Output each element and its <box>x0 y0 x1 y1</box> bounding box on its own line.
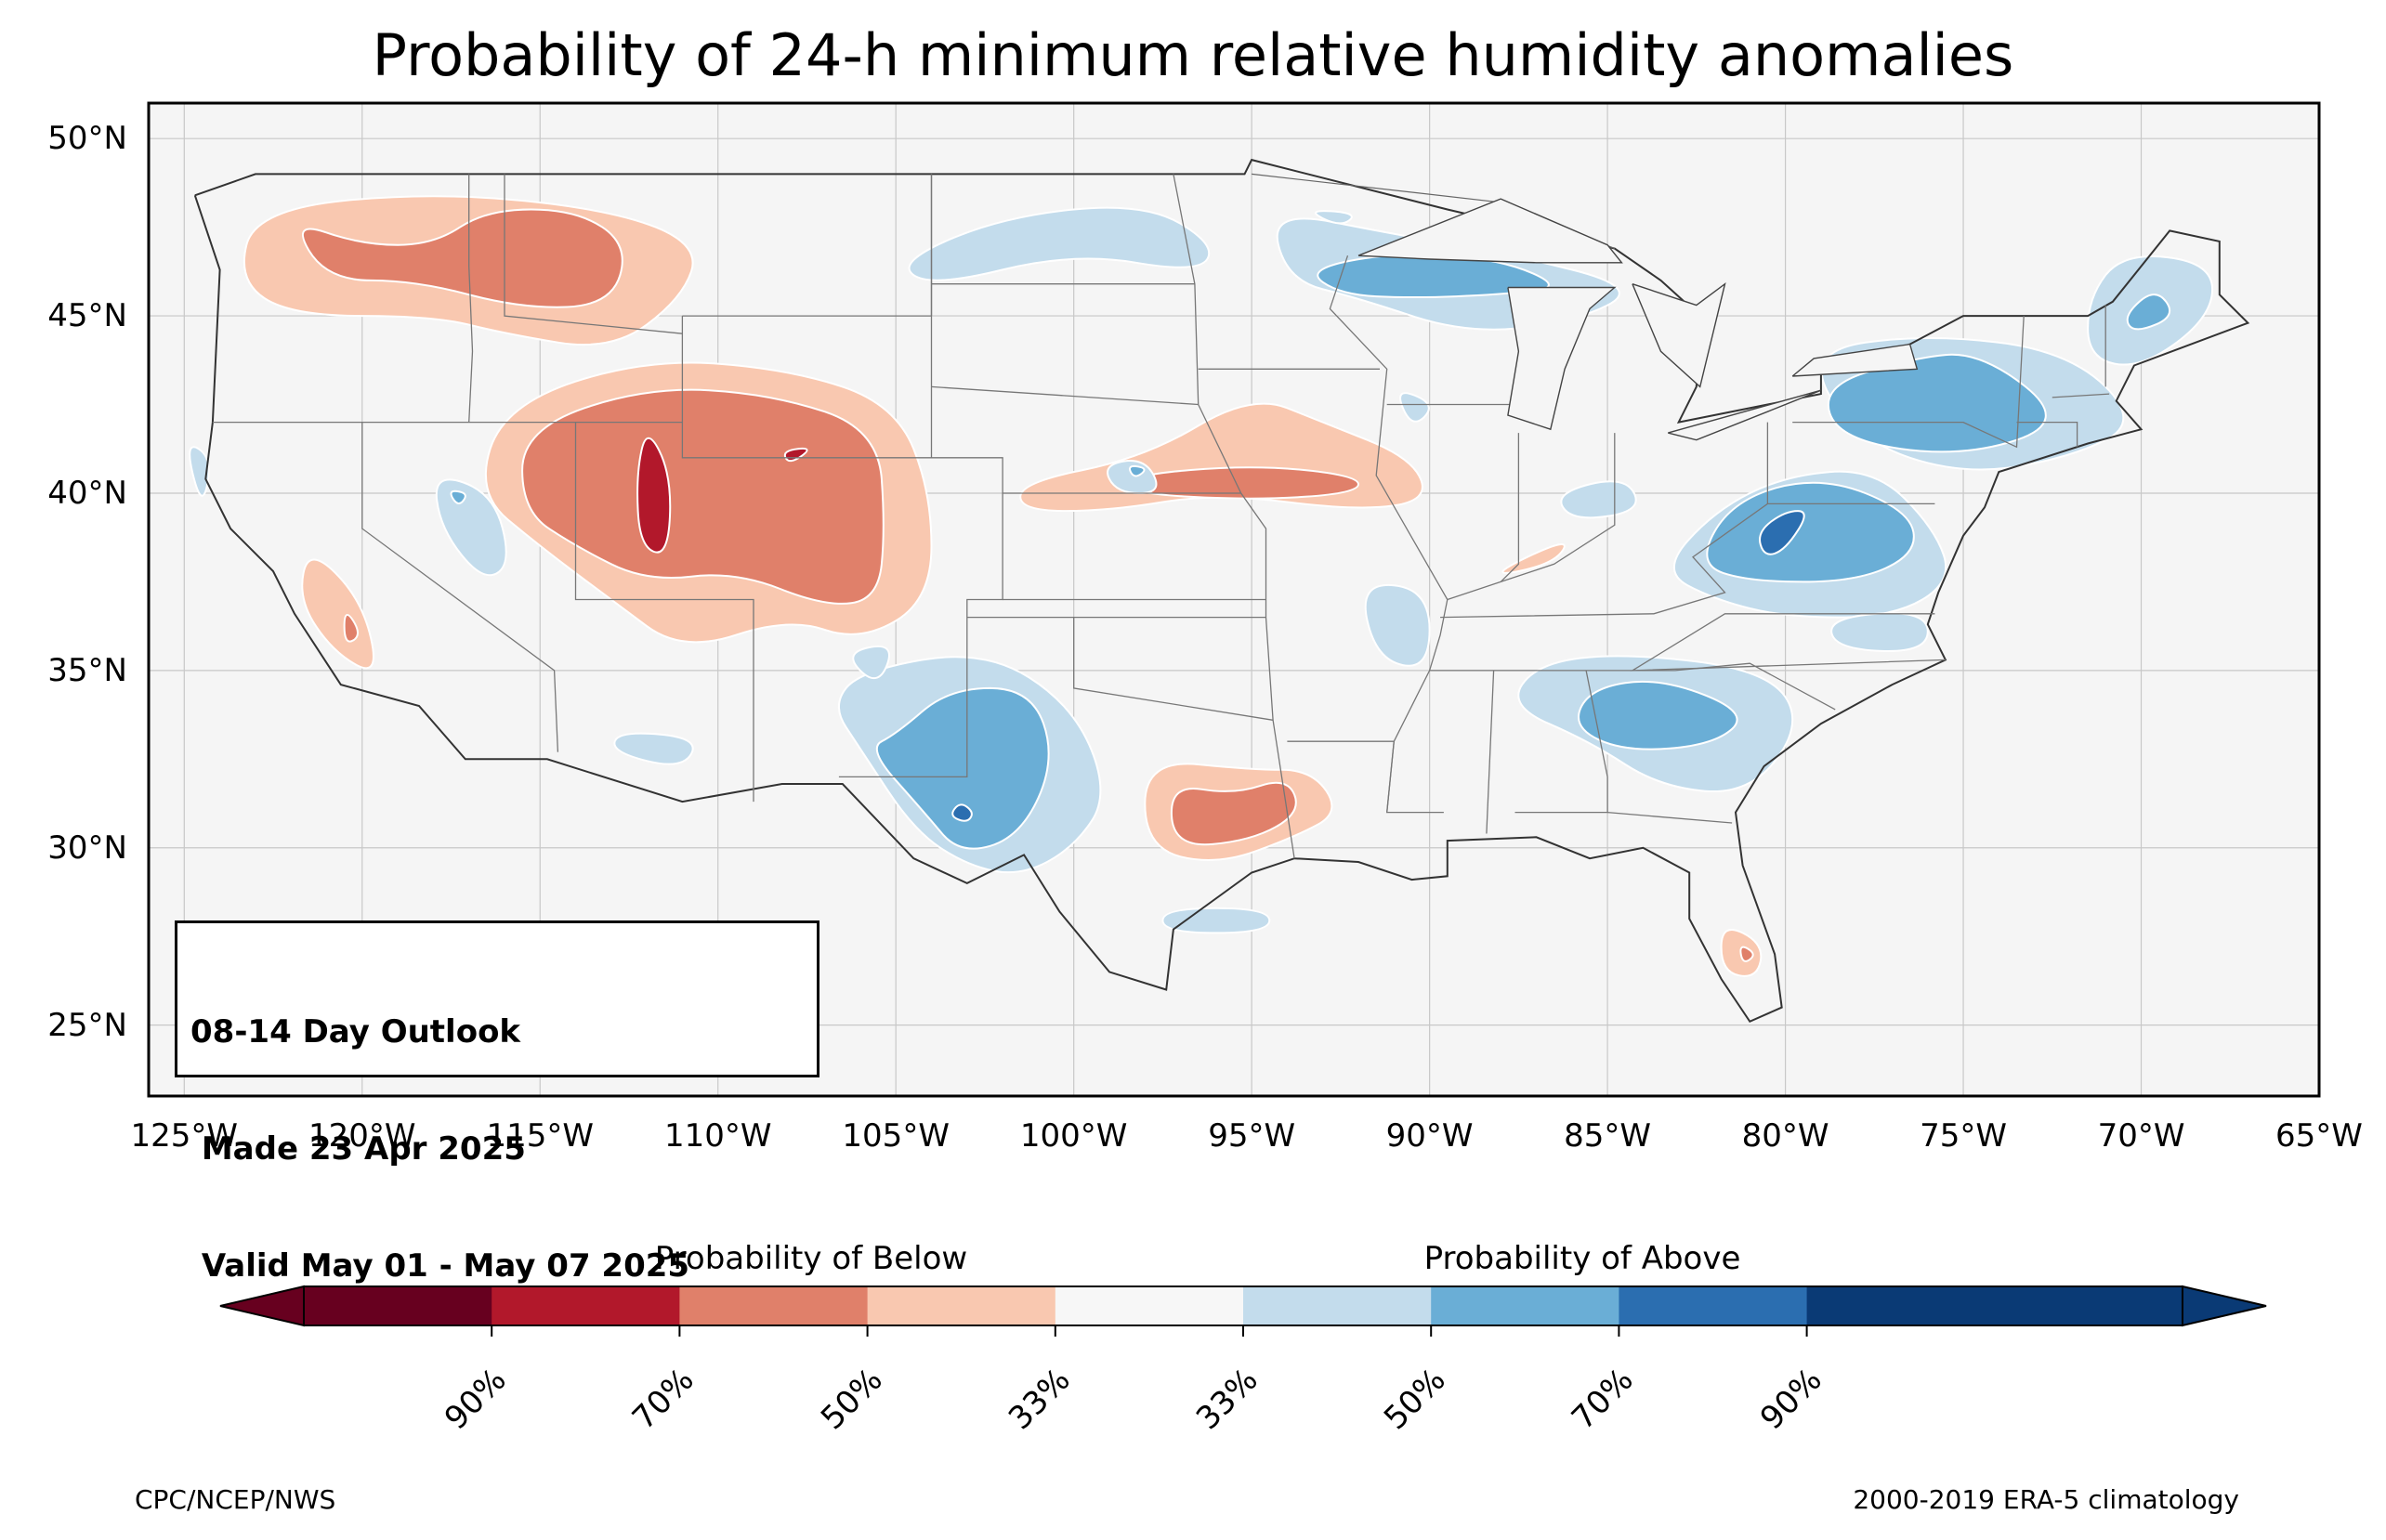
colorbar-cell <box>492 1286 680 1325</box>
below-normal-region <box>1501 543 1566 574</box>
below-normal-region <box>1126 466 1360 500</box>
below-normal-region <box>343 614 359 643</box>
outlook-made-date: Made 23 Apr 2025 <box>190 1130 526 1168</box>
great-lake-outline <box>1632 281 1726 388</box>
colorbar-cell <box>1055 1286 1244 1325</box>
state-boundary <box>1486 670 1495 834</box>
figure-title: Probability of 24-h minimum relative hum… <box>372 21 2014 89</box>
below-normal-region <box>636 437 672 554</box>
colorbar-extend-high <box>2182 1285 2267 1327</box>
colorbar-cell <box>1243 1286 1432 1325</box>
state-boundary <box>681 316 754 459</box>
state-boundary <box>1607 811 1733 824</box>
longitude-label: 75°W <box>1920 1117 2007 1155</box>
above-normal-region <box>1315 210 1353 225</box>
state-boundary <box>468 174 474 423</box>
above-normal-region <box>450 489 466 504</box>
credit-right: 2000-2019 ERA-5 climatology <box>1853 1484 2239 1515</box>
above-normal-region <box>875 686 1050 850</box>
state-boundary <box>2052 393 2110 398</box>
below-normal-region <box>302 208 623 308</box>
above-normal-region <box>1759 510 1805 555</box>
longitude-label: 120°W <box>308 1117 416 1155</box>
above-normal-region <box>1578 680 1738 750</box>
above-normal-region <box>1399 392 1430 423</box>
colorbar-cell <box>867 1286 1056 1325</box>
state-boundary <box>574 422 754 803</box>
colorbar-cell <box>679 1286 869 1325</box>
state-boundary <box>1073 617 1274 721</box>
great-lake-outline <box>1791 343 1919 377</box>
above-normal-region <box>1830 612 1929 653</box>
state-boundary <box>1632 662 1836 711</box>
state-boundary <box>1514 670 1608 814</box>
longitude-label: 80°W <box>1741 1117 1829 1155</box>
map-frame <box>147 101 2321 1098</box>
state-boundary <box>2016 421 2078 448</box>
above-normal-region <box>852 646 890 679</box>
outlook-info-box: 08-14 Day Outlook Made 23 Apr 2025 Valid… <box>175 920 819 1285</box>
colorbar-cell <box>1994 1286 2183 1325</box>
longitude-label: 100°W <box>1019 1117 1128 1155</box>
longitude-label: 90°W <box>1385 1117 1474 1155</box>
colorbar-below-heading: Probability of Below <box>654 1240 968 1277</box>
above-normal-region <box>2126 294 2171 331</box>
outlook-valid-range: Valid May 01 - May 07 2025 <box>190 1247 690 1285</box>
political-boundaries <box>193 158 2250 1024</box>
outlook-title: 08-14 Day Outlook <box>190 1013 521 1051</box>
colorbar-cell <box>1806 1286 1996 1325</box>
latitude-label: 45°N <box>47 297 127 335</box>
longitude-label: 65°W <box>2275 1117 2363 1155</box>
above-normal-region <box>613 732 694 765</box>
below-normal-region <box>301 558 374 670</box>
state-boundary <box>1630 613 1946 672</box>
state-boundary <box>361 422 559 752</box>
longitude-label: 85°W <box>1564 1117 1652 1155</box>
above-normal-region <box>435 478 507 577</box>
below-normal-region <box>1739 946 1754 962</box>
above-normal-region <box>951 803 973 822</box>
latitude-label: 50°N <box>47 120 127 158</box>
above-normal-region <box>1560 480 1637 519</box>
above-normal-region <box>908 206 1211 281</box>
latitude-label: 40°N <box>47 474 127 512</box>
latitude-label: 30°N <box>47 829 127 867</box>
latitude-label: 25°N <box>47 1006 127 1044</box>
credit-left: CPC/NCEP/NWS <box>135 1484 336 1515</box>
state-boundary <box>1447 433 1616 601</box>
above-normal-region <box>1128 464 1146 477</box>
above-normal-region <box>1161 907 1271 934</box>
colorbar-cell <box>1431 1286 1619 1325</box>
longitude-label: 105°W <box>842 1117 950 1155</box>
longitude-label: 70°W <box>2097 1117 2185 1155</box>
below-normal-region <box>521 388 885 605</box>
colorbar-cell <box>1619 1286 1808 1325</box>
anomaly-regions <box>189 195 2214 977</box>
above-normal-region <box>1364 583 1431 667</box>
state-boundary <box>1440 422 1769 619</box>
longitude-label: 115°W <box>486 1117 594 1155</box>
colorbar-cell <box>304 1286 492 1325</box>
colorbar-extend-low <box>219 1285 305 1327</box>
above-normal-region <box>1706 481 1915 583</box>
state-boundary <box>1173 174 1295 859</box>
longitude-label: 95°W <box>1208 1117 1296 1155</box>
great-lake-outline <box>1357 198 1623 264</box>
colorbar-above-heading: Probability of Above <box>1423 1240 1741 1277</box>
state-boundary <box>1500 433 1520 582</box>
state-boundary <box>504 174 683 334</box>
below-normal-region <box>1170 781 1297 846</box>
longitude-label: 110°W <box>663 1117 772 1155</box>
longitude-label: 125°W <box>130 1117 239 1155</box>
great-lake-outline <box>1668 389 1822 441</box>
state-boundary <box>1792 316 2025 449</box>
above-normal-region <box>1317 254 1550 299</box>
state-boundary <box>931 385 1199 406</box>
latitude-label: 35°N <box>47 651 127 689</box>
great-lake-outline <box>1507 286 1617 431</box>
